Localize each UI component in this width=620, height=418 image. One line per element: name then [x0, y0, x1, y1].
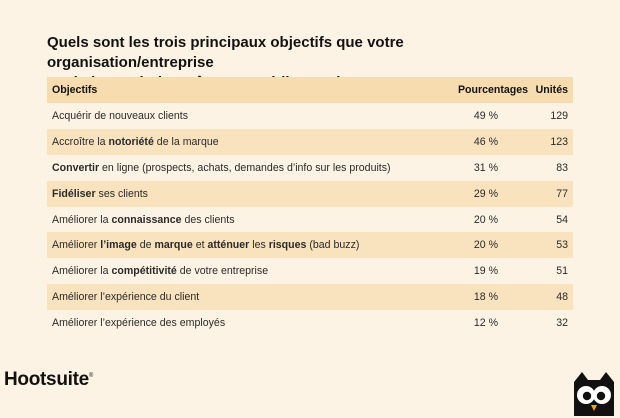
table-row: Améliorer l’expérience du client 18 % 48 [47, 284, 573, 311]
objective-text: Améliorer l’expérience des employés [52, 317, 226, 330]
objective-cell: Fidéliser ses clients [47, 188, 418, 200]
objective-keyword: compétitivité [111, 265, 177, 278]
objective-text: ses clients [95, 187, 148, 200]
objective-text: Améliorer la [52, 213, 112, 226]
objective-text: Accroître la [52, 135, 109, 148]
objective-keyword: Convertir [52, 161, 100, 174]
objective-keyword: l’image [100, 239, 137, 252]
objective-cell: Acquérir de nouveaux clients [47, 110, 418, 122]
objective-keyword: notoriété [108, 135, 154, 148]
objective-text: des clients [181, 213, 235, 226]
percentage-cell: 46 % [473, 135, 498, 148]
hootsuite-logo: Hootsuite® [4, 369, 93, 391]
objective-text: Améliorer la [52, 265, 112, 278]
table-row: Améliorer l’image de marque et atténuer … [47, 232, 573, 259]
objective-keyword: marque [154, 239, 193, 252]
table-row: Acquérir de nouveaux clients 49 % 129 [47, 103, 573, 129]
column-header-units: Unités [535, 84, 568, 96]
brand-name: Hootsuite [4, 369, 89, 390]
units-cell: 77 [556, 187, 568, 200]
percentage-cell: 18 % [473, 291, 498, 304]
objective-keyword: risques [268, 239, 307, 252]
units-cell: 54 [556, 213, 568, 226]
objective-text: Améliorer [52, 239, 101, 252]
percentage-cell: 49 % [473, 109, 498, 122]
units-cell: 32 [556, 317, 568, 330]
objective-text: et [192, 239, 208, 252]
objective-cell: Améliorer la connaissance des clients [47, 214, 418, 226]
owl-icon [574, 372, 614, 416]
column-header-objectives: Objectifs [52, 84, 98, 96]
objective-text: Améliorer l’expérience du client [52, 291, 200, 304]
objectives-table: Objectifs Pourcentages Unités Acquérir d… [47, 77, 573, 336]
objective-text: en ligne (prospects, achats, demandes d’… [99, 161, 391, 174]
objective-cell: Accroître la notoriété de la marque [47, 136, 418, 148]
percentage-cell: 19 % [473, 265, 498, 278]
percentage-cell: 20 % [473, 213, 498, 226]
percentage-cell: 20 % [473, 239, 498, 252]
objective-cell: Améliorer l’expérience des employés [47, 317, 418, 329]
objective-keyword: atténuer [207, 239, 250, 252]
column-header-percentages: Pourcentages [457, 84, 528, 96]
objective-text: les [249, 239, 269, 252]
table-row: Convertir en ligne (prospects, achats, d… [47, 155, 573, 181]
objective-cell: Convertir en ligne (prospects, achats, d… [47, 162, 418, 174]
objective-text: (bad buzz) [306, 239, 360, 252]
percentage-cell: 29 % [473, 187, 498, 200]
units-cell: 48 [556, 291, 568, 304]
objective-cell: Améliorer l’image de marque et atténuer … [47, 239, 418, 251]
units-cell: 83 [556, 161, 568, 174]
units-cell: 129 [550, 109, 568, 122]
table-row: Fidéliser ses clients 29 % 77 [47, 180, 573, 207]
objective-text: de [136, 239, 155, 252]
units-cell: 51 [556, 265, 568, 278]
table-row: Accroître la notoriété de la marque 46 % 1… [47, 128, 573, 155]
objective-text: de la marque [153, 135, 219, 148]
objective-text: de votre entreprise [176, 265, 269, 278]
table-body: Acquérir de nouveaux clients 49 % 129 Accro… [47, 103, 573, 336]
table-row: Améliorer la connaissance des clients 20 … [47, 207, 573, 233]
objective-cell: Améliorer la compétitivité de votre entr… [47, 265, 418, 277]
chart-title-line-1: Quels sont les trois principaux objectif… [47, 34, 404, 71]
table-header: Objectifs Pourcentages Unités [47, 77, 573, 103]
percentage-cell: 12 % [473, 317, 498, 330]
percentage-cell: 31 % [473, 161, 498, 174]
table-row: Améliorer la compétitivité de votre entr… [47, 258, 573, 284]
objective-text: Acquérir de nouveaux clients [52, 109, 189, 122]
objective-keyword: Fidéliser [52, 187, 96, 200]
objective-keyword: connaissance [111, 213, 182, 226]
units-cell: 123 [550, 135, 568, 148]
registered-mark: ® [88, 373, 94, 379]
objective-cell: Améliorer l’expérience du client [47, 291, 418, 303]
units-cell: 53 [556, 239, 568, 252]
table-row: Améliorer l’expérience des employés 12 % 3… [47, 310, 573, 336]
